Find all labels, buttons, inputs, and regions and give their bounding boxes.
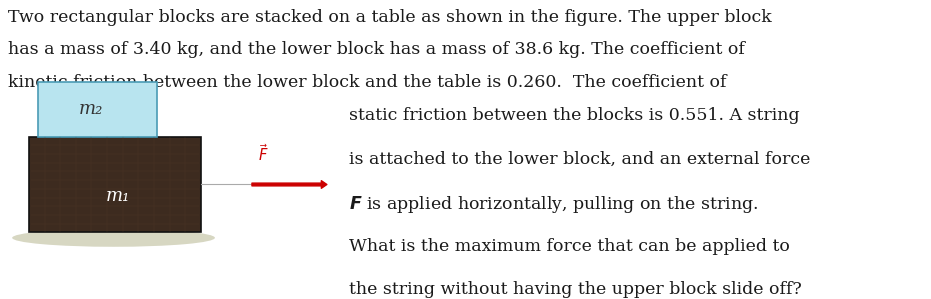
Text: is attached to the lower block, and an external force: is attached to the lower block, and an e… [349, 151, 810, 168]
Text: static friction between the blocks is 0.551. A string: static friction between the blocks is 0.… [349, 107, 800, 124]
Text: m₁: m₁ [106, 187, 130, 205]
Text: kinetic friction between the lower block and the table is 0.260.  The coefficien: kinetic friction between the lower block… [7, 74, 726, 91]
Bar [29, 137, 201, 232]
Text: has a mass of 3.40 kg, and the lower block has a mass of 38.6 kg. The coefficien: has a mass of 3.40 kg, and the lower blo… [7, 41, 745, 58]
Text: What is the maximum force that can be applied to: What is the maximum force that can be ap… [349, 238, 789, 255]
Text: the string without having the upper block slide off?: the string without having the upper bloc… [349, 281, 802, 298]
Text: $\boldsymbol{F}$ is applied horizontally, pulling on the string.: $\boldsymbol{F}$ is applied horizontally… [349, 194, 759, 215]
Ellipse shape [12, 229, 215, 247]
Text: Two rectangular blocks are stacked on a table as shown in the figure. The upper : Two rectangular blocks are stacked on a … [7, 9, 772, 26]
Text: m₂: m₂ [79, 100, 103, 118]
Bar [38, 82, 156, 137]
Text: $\vec{F}$: $\vec{F}$ [258, 143, 269, 164]
